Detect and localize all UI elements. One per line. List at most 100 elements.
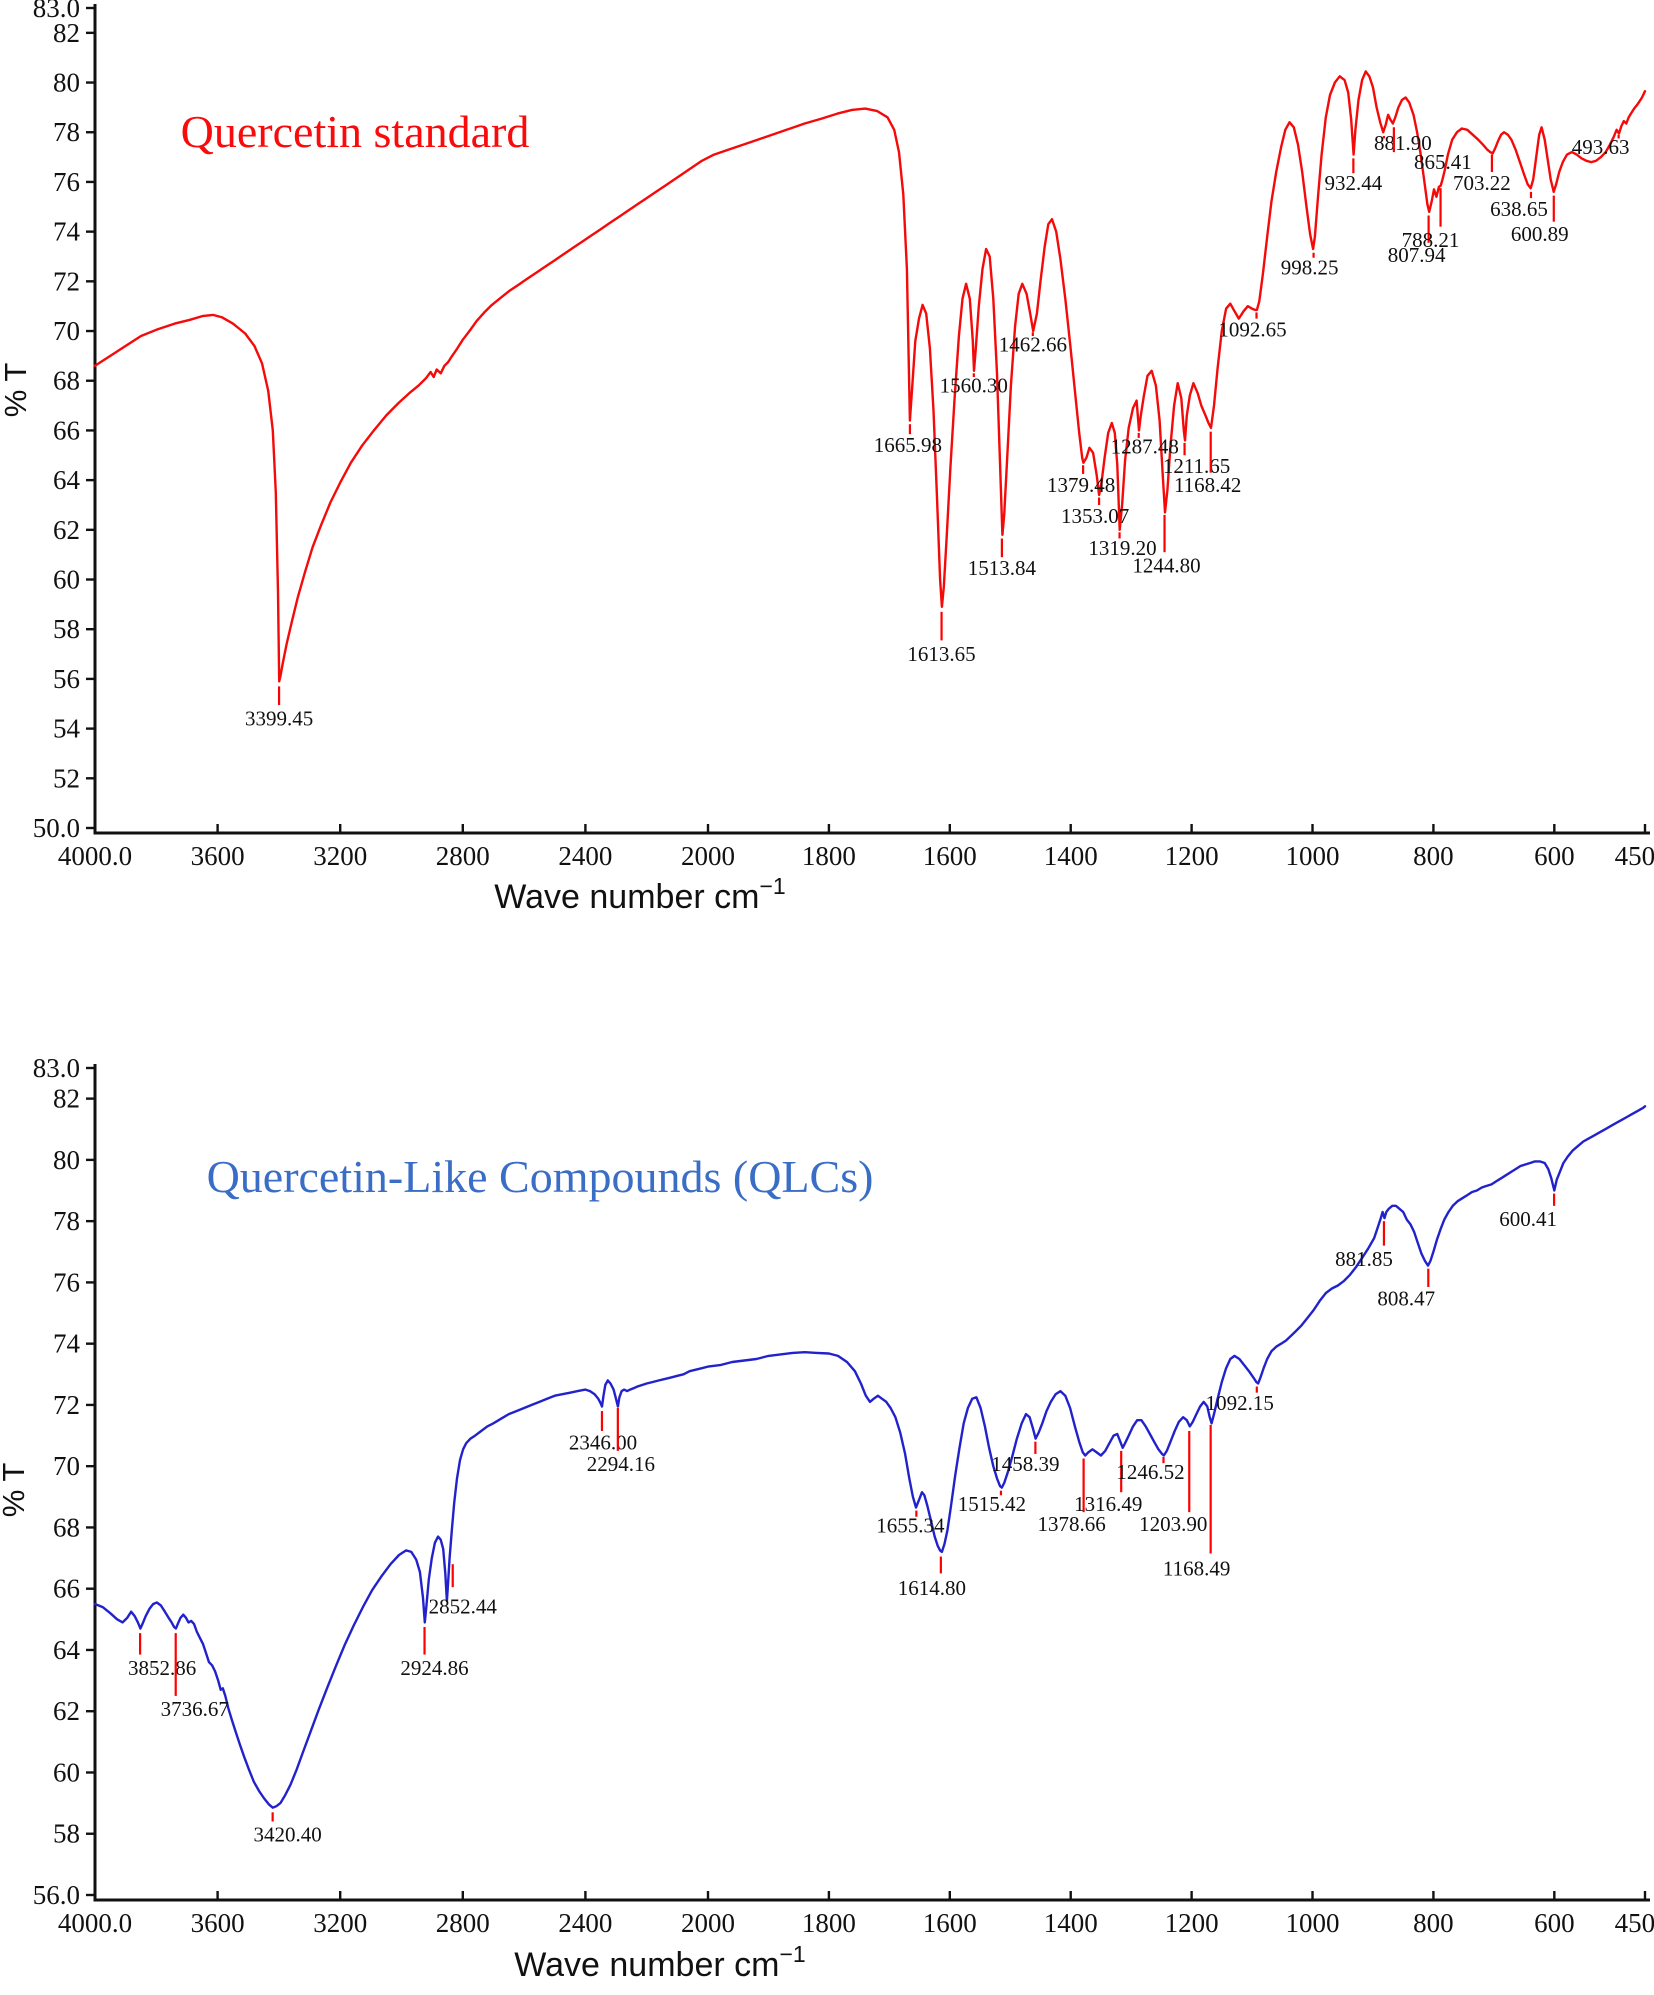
peak-label: 2294.16	[587, 1452, 655, 1476]
y-axis-tick-label: 74	[53, 217, 81, 247]
peak-label: 1614.80	[898, 1576, 966, 1600]
peak-label: 1316.49	[1074, 1492, 1142, 1516]
peak-label: 1560.30	[940, 373, 1008, 397]
y-axis-tick-label: 70	[53, 1451, 80, 1481]
y-axis-tick-label: 68	[53, 1512, 80, 1542]
x-axis-tick-label: 4000.0	[58, 841, 132, 871]
peak-label: 1613.65	[907, 642, 975, 666]
peak-label: 2924.86	[400, 1656, 468, 1680]
peak-label: 1353.07	[1061, 504, 1129, 528]
peak-label: 788.21	[1402, 228, 1460, 252]
x-axis-tick-label: 450.0	[1615, 1908, 1654, 1938]
x-axis-tick-label: 1800	[802, 841, 856, 871]
y-axis-tick-label: 76	[53, 167, 80, 197]
peak-label: 1092.15	[1206, 1391, 1274, 1415]
spectrum-curve	[93, 70, 1647, 683]
peak-label: 932.44	[1324, 171, 1382, 195]
x-axis-tick-label: 4000.0	[58, 1908, 132, 1938]
peak-label: 865.41	[1414, 150, 1472, 174]
x-axis-tick-label: 800	[1413, 841, 1454, 871]
x-axis-tick-label: 600	[1534, 841, 1575, 871]
y-axis-tick-label: 56	[53, 664, 80, 694]
y-axis-tick-label: 83.0	[33, 0, 80, 23]
peak-label: 1211.65	[1163, 454, 1230, 478]
y-axis-label-percent-t: % T	[0, 363, 33, 418]
y-axis-tick-label: 70	[53, 316, 80, 346]
x-axis-tick-label: 2400	[558, 1908, 612, 1938]
y-axis-tick-label: 62	[53, 1696, 80, 1726]
x-axis-tick-label: 1000	[1286, 841, 1340, 871]
x-axis-tick-label: 1600	[923, 1908, 977, 1938]
qlc-spectrum-chart: Quercetin-Like Compounds (QLCs) % T Wave…	[0, 1053, 1654, 1984]
x-axis-tick-label: 1600	[923, 841, 977, 871]
y-axis-tick-label: 60	[53, 1757, 80, 1787]
y-axis-tick-label: 68	[53, 366, 80, 396]
peak-label: 703.22	[1453, 171, 1511, 195]
x-axis-tick-label: 1000	[1286, 1908, 1340, 1938]
x-axis-tick-label: 2000	[681, 841, 735, 871]
y-axis-tick-label: 60	[53, 565, 80, 595]
y-axis-tick-label: 78	[53, 1206, 80, 1236]
x-axis-tick-label: 3600	[191, 841, 245, 871]
y-axis-tick-label: 66	[53, 1574, 80, 1604]
peak-label: 2852.44	[429, 1595, 498, 1619]
x-axis-tick-label: 1200	[1165, 1908, 1219, 1938]
y-axis-tick-label: 64	[53, 465, 81, 495]
x-axis-tick-label: 1200	[1165, 841, 1219, 871]
x-axis-tick-label: 3200	[313, 1908, 367, 1938]
peak-label: 493.63	[1572, 135, 1630, 159]
x-axis-tick-label: 1400	[1044, 1908, 1098, 1938]
peak-label: 3736.67	[161, 1697, 229, 1721]
y-axis-tick-label: 72	[53, 266, 80, 296]
y-axis-tick-label: 80	[53, 1145, 80, 1175]
peak-label: 3399.45	[245, 706, 313, 730]
y-axis-tick-label: 52	[53, 763, 80, 793]
y-axis-tick-label: 58	[53, 614, 80, 644]
peak-label: 1246.52	[1116, 1460, 1184, 1484]
peak-label: 881.90	[1374, 131, 1432, 155]
peak-label: 1458.39	[991, 1452, 1059, 1476]
peak-label: 3420.40	[254, 1823, 322, 1847]
peak-label: 1665.98	[874, 433, 942, 457]
peak-label: 1168.42	[1174, 473, 1241, 497]
x-axis-tick-label: 2400	[558, 841, 612, 871]
peak-label: 807.94	[1388, 243, 1446, 267]
peak-label: 3852.86	[128, 1656, 196, 1680]
y-axis-tick-label: 80	[53, 68, 80, 98]
x-axis-tick-label: 3600	[191, 1908, 245, 1938]
peak-label: 600.41	[1499, 1207, 1557, 1231]
y-axis-tick-label: 58	[53, 1819, 80, 1849]
peak-label: 2346.00	[569, 1431, 637, 1455]
peak-label: 600.89	[1511, 222, 1569, 246]
quercetin-standard-title: Quercetin standard	[181, 106, 530, 157]
peak-label: 1378.66	[1037, 1512, 1105, 1536]
y-axis-label-percent-t: % T	[0, 1463, 31, 1518]
y-axis-tick-label: 82	[53, 1084, 80, 1114]
spectrum-curve	[93, 1105, 1647, 1809]
y-axis-tick-label: 56.0	[33, 1880, 80, 1910]
peak-label: 1513.84	[968, 556, 1037, 580]
peak-label: 881.85	[1335, 1247, 1393, 1271]
peak-label: 1244.80	[1132, 554, 1200, 578]
x-axis-tick-label: 450.0	[1615, 841, 1654, 871]
y-axis-tick-label: 78	[53, 117, 80, 147]
peak-label: 1515.42	[958, 1492, 1026, 1516]
y-axis-tick-label: 66	[53, 415, 80, 445]
x-axis-label-wavenumber: Wave number cm−1	[494, 873, 785, 916]
peak-label: 1379.48	[1047, 473, 1115, 497]
quercetin-standard-chart: Quercetin standard % T Wave number cm−1 …	[0, 0, 1654, 916]
peak-label: 1655.34	[876, 1513, 945, 1537]
peak-label: 1092.65	[1218, 318, 1286, 342]
x-axis-tick-label: 2000	[681, 1908, 735, 1938]
x-axis-tick-label: 1400	[1044, 841, 1098, 871]
peak-label: 1168.49	[1163, 1556, 1230, 1580]
y-axis-tick-label: 74	[53, 1329, 81, 1359]
y-axis-tick-label: 54	[53, 714, 81, 744]
peak-label: 998.25	[1281, 255, 1339, 279]
y-axis-tick-label: 64	[53, 1635, 81, 1665]
x-axis-label-wavenumber: Wave number cm−1	[514, 1941, 805, 1984]
x-axis-tick-label: 1800	[802, 1908, 856, 1938]
peak-label: 1319.20	[1088, 536, 1156, 560]
peak-label: 1462.66	[999, 332, 1067, 356]
